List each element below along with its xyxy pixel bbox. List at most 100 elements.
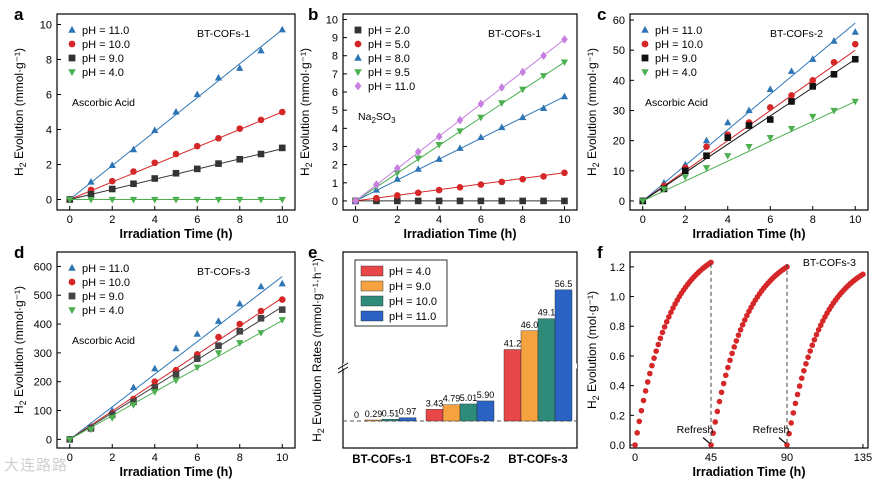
x-tick-label: 135 (854, 452, 872, 464)
y-tick-label: 0.6 (610, 351, 625, 363)
data-point (87, 178, 95, 185)
data-point (435, 142, 443, 149)
data-point (745, 106, 753, 114)
legend-label: pH = 2.0 (368, 25, 410, 37)
legend-label: pH = 9.5 (368, 67, 410, 79)
data-point (653, 348, 659, 354)
panel-label: b (308, 5, 318, 24)
y-tick-label: 0 (46, 195, 52, 207)
y-axis-label-sub: 2 (18, 162, 28, 167)
data-point (632, 442, 638, 448)
y-tick-label: 1.2 (610, 262, 625, 274)
y-tick-label: 1 (332, 178, 338, 190)
x-tick-label: 0 (352, 214, 358, 226)
data-point (278, 306, 286, 313)
data-point (257, 330, 265, 337)
data-point (731, 344, 738, 350)
data-point (744, 312, 750, 319)
data-point (766, 104, 774, 111)
x-axis-label: Irradiation Time (h) (404, 227, 517, 241)
data-point (718, 389, 725, 396)
note-part: 2 (371, 116, 376, 125)
x-axis-label: Irradiation Time (h) (693, 227, 806, 241)
data-point (788, 420, 794, 426)
bar (425, 409, 444, 422)
y-tick-label: 10 (40, 20, 52, 32)
data-point (561, 169, 568, 177)
data-point (456, 197, 464, 205)
y-tick-label: 50 (613, 45, 625, 57)
data-point (657, 335, 664, 342)
cycle (632, 259, 714, 448)
legend-label: pH = 10.0 (655, 39, 703, 51)
data-point (639, 198, 647, 205)
annotation-arrow (778, 437, 787, 445)
y-tick-label: 10 (613, 166, 625, 178)
y-axis-label: H2 Evolution (mmol·g⁻¹) (12, 48, 28, 176)
x-tick-label: 4 (436, 214, 442, 226)
data-point (663, 318, 670, 325)
data-point (236, 327, 244, 335)
legend-marker (641, 40, 649, 48)
x-tick-label: 8 (237, 452, 243, 464)
y-axis-label-part: Evolution Rates (mmol·g⁻¹·h⁻¹) (310, 258, 324, 428)
series (66, 25, 286, 203)
y-tick-label: 6 (46, 90, 52, 102)
data-point (172, 169, 180, 177)
bar-value-label: 56.5 (555, 279, 573, 289)
note-part: 3 (391, 116, 396, 125)
data-point (647, 370, 653, 377)
data-point (172, 377, 180, 385)
legend-label: pH = 9.0 (389, 281, 431, 293)
legend-label: pH = 11.0 (82, 25, 129, 37)
data-point (644, 379, 651, 385)
panel-label: d (14, 243, 24, 262)
data-point (236, 64, 244, 71)
y-tick-label: 0 (619, 196, 625, 208)
data-point (129, 196, 138, 204)
y-tick-label: 3 (332, 141, 338, 153)
sample-label: BT-COFs-3 (803, 257, 856, 269)
x-tick-label: 45 (705, 452, 717, 464)
y-tick-label: 60 (613, 15, 625, 27)
data-point (435, 197, 443, 205)
data-point (193, 364, 201, 372)
series (66, 144, 286, 203)
series (639, 98, 859, 205)
bar (503, 349, 522, 422)
legend-marker (641, 69, 649, 77)
data-point (172, 344, 180, 352)
data-point (809, 113, 817, 121)
data-point (798, 375, 805, 381)
legend-marker (354, 26, 362, 34)
data-point (702, 136, 711, 144)
x-tick-label: 10 (558, 214, 570, 226)
data-point (215, 342, 222, 349)
data-point (741, 317, 748, 323)
data-point (519, 86, 527, 94)
legend-label: pH = 9.0 (655, 53, 697, 65)
bar (476, 400, 495, 422)
series (66, 317, 286, 444)
y-axis-label: H2 Evolution (mmol·g⁻¹) (298, 48, 314, 176)
data-point (830, 58, 838, 66)
data-point (790, 410, 797, 416)
legend-marker (68, 25, 76, 33)
legend-marker (68, 40, 76, 48)
data-point (108, 415, 116, 422)
data-point (414, 155, 422, 163)
y-tick-label: 0 (332, 196, 338, 208)
legend-marker (68, 278, 76, 286)
data-point (236, 340, 244, 347)
data-point (851, 98, 859, 106)
bar-value-label: 0 (354, 410, 359, 420)
data-point (394, 197, 401, 205)
data-point (129, 383, 138, 391)
data-point (278, 317, 286, 324)
y-axis-label-part: H (310, 433, 324, 442)
data-point (801, 367, 807, 374)
data-point (278, 296, 286, 303)
x-tick-label: 0 (640, 214, 646, 226)
legend-label: pH = 11.0 (82, 263, 129, 275)
data-point (193, 196, 201, 204)
